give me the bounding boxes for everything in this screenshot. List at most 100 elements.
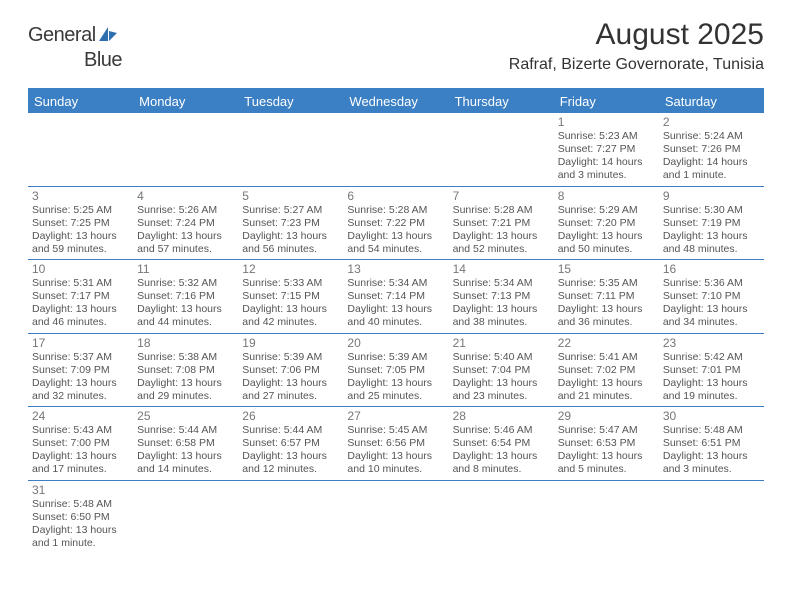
daylight-line: and 3 minutes. xyxy=(663,463,760,476)
sunset-line: Sunset: 7:20 PM xyxy=(558,217,655,230)
day-cell: 18Sunrise: 5:38 AMSunset: 7:08 PMDayligh… xyxy=(133,334,238,407)
dayhead-friday: Friday xyxy=(554,90,659,113)
day-cell: 30Sunrise: 5:48 AMSunset: 6:51 PMDayligh… xyxy=(659,407,764,480)
empty-cell xyxy=(133,481,238,554)
dayhead-thursday: Thursday xyxy=(449,90,554,113)
empty-cell xyxy=(449,481,554,554)
sunrise-line: Sunrise: 5:23 AM xyxy=(558,130,655,143)
sunset-line: Sunset: 6:54 PM xyxy=(453,437,550,450)
sunrise-line: Sunrise: 5:34 AM xyxy=(347,277,444,290)
week-row: 10Sunrise: 5:31 AMSunset: 7:17 PMDayligh… xyxy=(28,260,764,334)
daylight-line: and 34 minutes. xyxy=(663,316,760,329)
day-number: 21 xyxy=(453,336,550,350)
sunrise-line: Sunrise: 5:36 AM xyxy=(663,277,760,290)
day-number: 8 xyxy=(558,189,655,203)
daylight-line: and 59 minutes. xyxy=(32,243,129,256)
day-number: 5 xyxy=(242,189,339,203)
daylight-line: and 48 minutes. xyxy=(663,243,760,256)
sunrise-line: Sunrise: 5:28 AM xyxy=(347,204,444,217)
day-number: 20 xyxy=(347,336,444,350)
sunrise-line: Sunrise: 5:30 AM xyxy=(663,204,760,217)
daylight-line: Daylight: 13 hours xyxy=(242,230,339,243)
day-cell: 3Sunrise: 5:25 AMSunset: 7:25 PMDaylight… xyxy=(28,187,133,260)
day-cell: 6Sunrise: 5:28 AMSunset: 7:22 PMDaylight… xyxy=(343,187,448,260)
daylight-line: Daylight: 13 hours xyxy=(558,450,655,463)
daylight-line: Daylight: 13 hours xyxy=(32,524,129,537)
empty-cell xyxy=(659,481,764,554)
sunset-line: Sunset: 7:15 PM xyxy=(242,290,339,303)
sunset-line: Sunset: 7:09 PM xyxy=(32,364,129,377)
day-number: 7 xyxy=(453,189,550,203)
day-cell: 28Sunrise: 5:46 AMSunset: 6:54 PMDayligh… xyxy=(449,407,554,480)
day-cell: 29Sunrise: 5:47 AMSunset: 6:53 PMDayligh… xyxy=(554,407,659,480)
header: GeneralBlue August 2025 Rafraf, Bizerte … xyxy=(0,0,792,82)
sunrise-line: Sunrise: 5:43 AM xyxy=(32,424,129,437)
day-cell: 11Sunrise: 5:32 AMSunset: 7:16 PMDayligh… xyxy=(133,260,238,333)
empty-cell xyxy=(28,113,133,186)
sunset-line: Sunset: 7:26 PM xyxy=(663,143,760,156)
day-cell: 14Sunrise: 5:34 AMSunset: 7:13 PMDayligh… xyxy=(449,260,554,333)
daylight-line: Daylight: 13 hours xyxy=(663,230,760,243)
sunset-line: Sunset: 7:23 PM xyxy=(242,217,339,230)
daylight-line: Daylight: 13 hours xyxy=(558,303,655,316)
day-number: 30 xyxy=(663,409,760,423)
day-number: 25 xyxy=(137,409,234,423)
empty-cell xyxy=(449,113,554,186)
daylight-line: Daylight: 13 hours xyxy=(453,230,550,243)
daylight-line: Daylight: 13 hours xyxy=(663,450,760,463)
day-number: 23 xyxy=(663,336,760,350)
daylight-line: Daylight: 13 hours xyxy=(558,230,655,243)
daylight-line: Daylight: 13 hours xyxy=(663,377,760,390)
week-row: 1Sunrise: 5:23 AMSunset: 7:27 PMDaylight… xyxy=(28,113,764,187)
sunrise-line: Sunrise: 5:35 AM xyxy=(558,277,655,290)
sunrise-line: Sunrise: 5:47 AM xyxy=(558,424,655,437)
daylight-line: and 3 minutes. xyxy=(558,169,655,182)
day-number: 13 xyxy=(347,262,444,276)
sunrise-line: Sunrise: 5:26 AM xyxy=(137,204,234,217)
week-row: 31Sunrise: 5:48 AMSunset: 6:50 PMDayligh… xyxy=(28,481,764,554)
sunrise-line: Sunrise: 5:39 AM xyxy=(347,351,444,364)
daylight-line: Daylight: 13 hours xyxy=(663,303,760,316)
empty-cell xyxy=(238,481,343,554)
daylight-line: Daylight: 14 hours xyxy=(663,156,760,169)
daylight-line: and 38 minutes. xyxy=(453,316,550,329)
day-number: 6 xyxy=(347,189,444,203)
day-number: 26 xyxy=(242,409,339,423)
title-block: August 2025 Rafraf, Bizerte Governorate,… xyxy=(509,18,764,74)
daylight-line: and 21 minutes. xyxy=(558,390,655,403)
daylight-line: and 23 minutes. xyxy=(453,390,550,403)
daylight-line: and 42 minutes. xyxy=(242,316,339,329)
day-number: 24 xyxy=(32,409,129,423)
daylight-line: and 8 minutes. xyxy=(453,463,550,476)
day-cell: 17Sunrise: 5:37 AMSunset: 7:09 PMDayligh… xyxy=(28,334,133,407)
day-number: 11 xyxy=(137,262,234,276)
daylight-line: Daylight: 13 hours xyxy=(453,377,550,390)
sunrise-line: Sunrise: 5:25 AM xyxy=(32,204,129,217)
sunset-line: Sunset: 7:02 PM xyxy=(558,364,655,377)
day-cell: 15Sunrise: 5:35 AMSunset: 7:11 PMDayligh… xyxy=(554,260,659,333)
sunset-line: Sunset: 7:04 PM xyxy=(453,364,550,377)
daylight-line: Daylight: 13 hours xyxy=(453,450,550,463)
sunrise-line: Sunrise: 5:46 AM xyxy=(453,424,550,437)
day-cell: 19Sunrise: 5:39 AMSunset: 7:06 PMDayligh… xyxy=(238,334,343,407)
day-number: 14 xyxy=(453,262,550,276)
week-row: 17Sunrise: 5:37 AMSunset: 7:09 PMDayligh… xyxy=(28,334,764,408)
sunrise-line: Sunrise: 5:28 AM xyxy=(453,204,550,217)
daylight-line: and 52 minutes. xyxy=(453,243,550,256)
daylight-line: and 5 minutes. xyxy=(558,463,655,476)
daylight-line: and 1 minute. xyxy=(663,169,760,182)
day-cell: 5Sunrise: 5:27 AMSunset: 7:23 PMDaylight… xyxy=(238,187,343,260)
daylight-line: and 32 minutes. xyxy=(32,390,129,403)
sunrise-line: Sunrise: 5:34 AM xyxy=(453,277,550,290)
day-number: 2 xyxy=(663,115,760,129)
day-number: 15 xyxy=(558,262,655,276)
sunset-line: Sunset: 7:19 PM xyxy=(663,217,760,230)
sunrise-line: Sunrise: 5:48 AM xyxy=(32,498,129,511)
sunrise-line: Sunrise: 5:33 AM xyxy=(242,277,339,290)
sunset-line: Sunset: 6:50 PM xyxy=(32,511,129,524)
calendar: Sunday Monday Tuesday Wednesday Thursday… xyxy=(28,88,764,553)
sunset-line: Sunset: 7:17 PM xyxy=(32,290,129,303)
daylight-line: Daylight: 13 hours xyxy=(137,377,234,390)
day-number: 9 xyxy=(663,189,760,203)
daylight-line: Daylight: 13 hours xyxy=(558,377,655,390)
